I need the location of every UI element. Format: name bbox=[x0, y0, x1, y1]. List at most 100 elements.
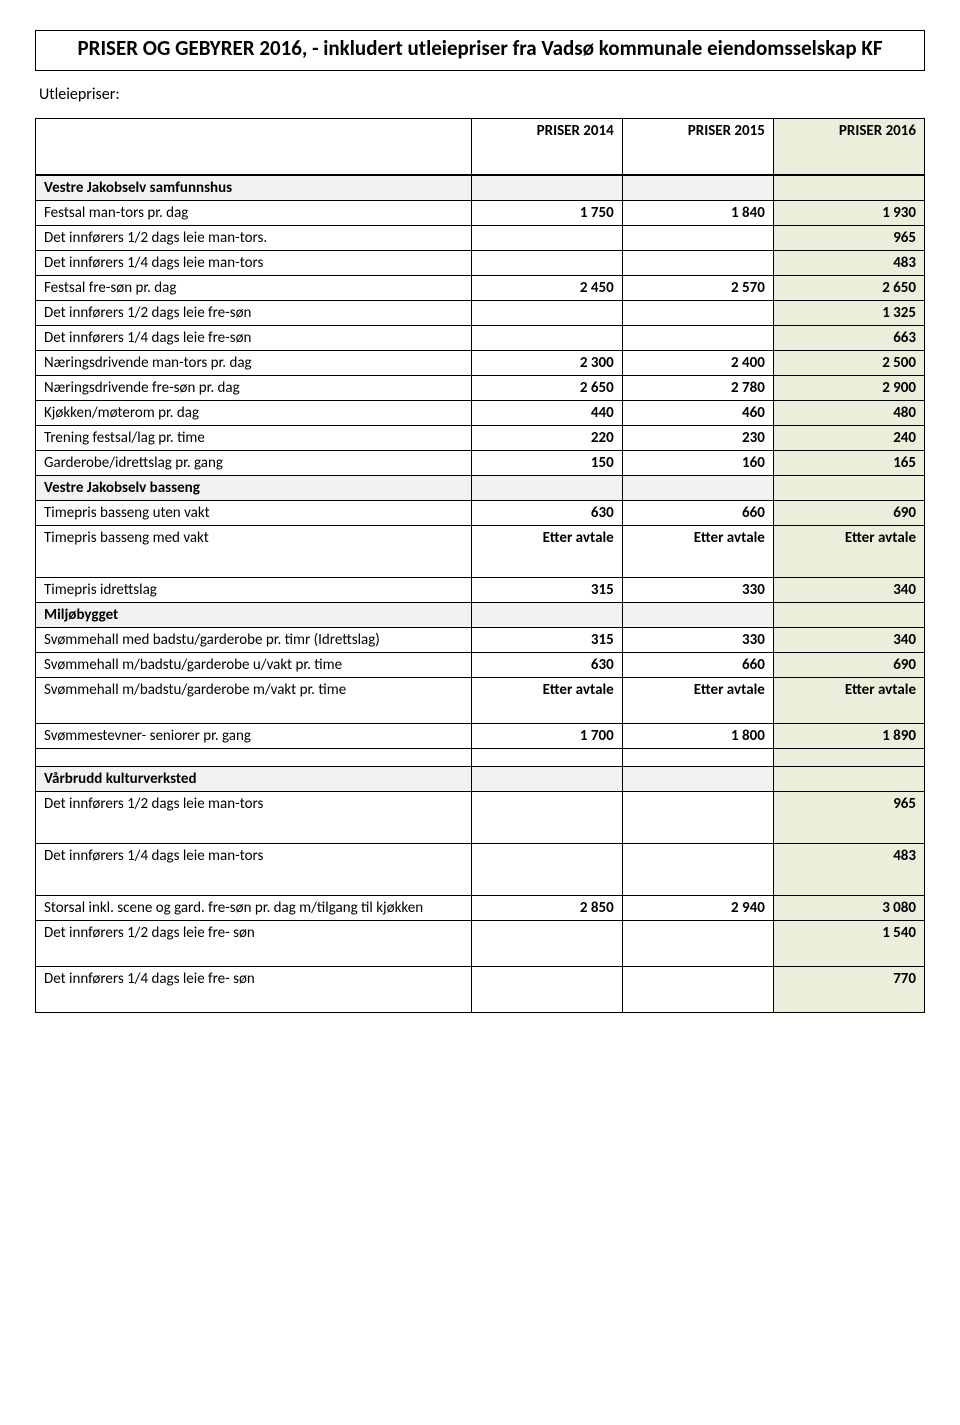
row-label: Festsal man-tors pr. dag bbox=[36, 200, 472, 225]
cell-y2016: 2 900 bbox=[773, 375, 924, 400]
cell-y2016: 3 080 bbox=[773, 895, 924, 920]
section-label: Vestre Jakobselv basseng bbox=[36, 475, 472, 500]
cell-y2014: 2 450 bbox=[471, 275, 622, 300]
table-row: Det innførers 1/2 dags leie man-tors. 965 bbox=[36, 225, 925, 250]
cell bbox=[773, 766, 924, 791]
table-row: Timepris idrettslag315330340 bbox=[36, 577, 925, 602]
cell-y2016: 340 bbox=[773, 577, 924, 602]
cell-y2015 bbox=[622, 225, 773, 250]
cell-y2015: 660 bbox=[622, 500, 773, 525]
table-row: Vestre Jakobselv samfunnshus bbox=[36, 175, 925, 201]
cell-y2016: 690 bbox=[773, 652, 924, 677]
cell-y2014 bbox=[471, 843, 622, 895]
row-label: Svømmehall m/badstu/garderobe m/vakt pr.… bbox=[36, 677, 472, 723]
cell-y2014 bbox=[471, 225, 622, 250]
row-label: Det innførers 1/4 dags leie man-tors bbox=[36, 250, 472, 275]
cell-y2015: 1 800 bbox=[622, 723, 773, 748]
cell-y2015: 2 940 bbox=[622, 895, 773, 920]
cell-y2014: 220 bbox=[471, 425, 622, 450]
cell-y2015 bbox=[622, 300, 773, 325]
row-label: Timepris basseng uten vakt bbox=[36, 500, 472, 525]
cell-y2015: 230 bbox=[622, 425, 773, 450]
cell-y2014: 2 850 bbox=[471, 895, 622, 920]
cell bbox=[471, 748, 622, 766]
cell-y2015 bbox=[622, 843, 773, 895]
row-label: Storsal inkl. scene og gard. fre-søn pr.… bbox=[36, 895, 472, 920]
cell bbox=[622, 475, 773, 500]
cell-y2014: 1 700 bbox=[471, 723, 622, 748]
cell-y2014 bbox=[471, 791, 622, 843]
table-row: Vestre Jakobselv basseng bbox=[36, 475, 925, 500]
cell bbox=[773, 475, 924, 500]
section-label: Miljøbygget bbox=[36, 602, 472, 627]
cell-y2016: 1 540 bbox=[773, 920, 924, 966]
cell-y2016: Etter avtale bbox=[773, 677, 924, 723]
cell-y2016: 2 500 bbox=[773, 350, 924, 375]
table-row: Svømmehall m/badstu/garderobe m/vakt pr.… bbox=[36, 677, 925, 723]
table-row: Det innførers 1/2 dags leie man-tors 965 bbox=[36, 791, 925, 843]
table-header-row: PRISER 2014 PRISER 2015 PRISER 2016 bbox=[36, 119, 925, 175]
cell bbox=[622, 602, 773, 627]
cell bbox=[471, 475, 622, 500]
cell-y2014: Etter avtale bbox=[471, 525, 622, 577]
row-label: Det innførers 1/2 dags leie man-tors bbox=[36, 791, 472, 843]
cell-y2016: 770 bbox=[773, 966, 924, 1012]
row-label: Garderobe/idrettslag pr. gang bbox=[36, 450, 472, 475]
row-label: Det innførers 1/2 dags leie man-tors. bbox=[36, 225, 472, 250]
page-title: PRISER OG GEBYRER 2016, - inkludert utle… bbox=[35, 30, 925, 71]
table-row: Trening festsal/lag pr. time220230240 bbox=[36, 425, 925, 450]
table-row: Det innførers 1/4 dags leie fre-søn663 bbox=[36, 325, 925, 350]
cell-y2014: 1 750 bbox=[471, 200, 622, 225]
cell-y2016: 483 bbox=[773, 843, 924, 895]
cell-y2016: 1 890 bbox=[773, 723, 924, 748]
cell bbox=[773, 175, 924, 201]
section-label: Vestre Jakobselv samfunnshus bbox=[36, 175, 472, 201]
table-row: Miljøbygget bbox=[36, 602, 925, 627]
cell bbox=[471, 175, 622, 201]
cell-y2015: Etter avtale bbox=[622, 525, 773, 577]
row-label: Timepris basseng med vakt bbox=[36, 525, 472, 577]
cell-y2014: 440 bbox=[471, 400, 622, 425]
cell-y2014 bbox=[471, 250, 622, 275]
header-2014: PRISER 2014 bbox=[471, 119, 622, 175]
cell-y2015: 2 400 bbox=[622, 350, 773, 375]
cell bbox=[622, 175, 773, 201]
section-label: Vårbrudd kulturverksted bbox=[36, 766, 472, 791]
cell-y2016: 690 bbox=[773, 500, 924, 525]
row-label: Det innførers 1/4 dags leie fre- søn bbox=[36, 966, 472, 1012]
cell-y2016: 965 bbox=[773, 225, 924, 250]
row-label: Næringsdrivende man-tors pr. dag bbox=[36, 350, 472, 375]
cell-y2014 bbox=[471, 325, 622, 350]
cell-y2014: 630 bbox=[471, 500, 622, 525]
table-row: Det innførers 1/2 dags leie fre- søn 1 54… bbox=[36, 920, 925, 966]
row-label: Det innførers 1/4 dags leie man-tors bbox=[36, 843, 472, 895]
cell-y2016: 240 bbox=[773, 425, 924, 450]
cell-y2014: 315 bbox=[471, 627, 622, 652]
cell-y2016: 483 bbox=[773, 250, 924, 275]
cell-y2015 bbox=[622, 250, 773, 275]
cell-y2016: 1 930 bbox=[773, 200, 924, 225]
table-row: Svømmehall med badstu/garderobe pr. timr… bbox=[36, 627, 925, 652]
price-table: PRISER 2014 PRISER 2015 PRISER 2016 Vest… bbox=[35, 118, 925, 1013]
cell-y2015 bbox=[622, 966, 773, 1012]
cell-y2015: 2 780 bbox=[622, 375, 773, 400]
cell-y2016: 663 bbox=[773, 325, 924, 350]
cell bbox=[471, 766, 622, 791]
table-row: Garderobe/idrettslag pr. gang150160165 bbox=[36, 450, 925, 475]
header-desc bbox=[36, 119, 472, 175]
cell-y2016: 965 bbox=[773, 791, 924, 843]
cell-y2014: 630 bbox=[471, 652, 622, 677]
cell bbox=[36, 748, 472, 766]
cell bbox=[622, 748, 773, 766]
row-label: Det innførers 1/2 dags leie fre- søn bbox=[36, 920, 472, 966]
cell-y2015 bbox=[622, 791, 773, 843]
cell-y2014: 2 650 bbox=[471, 375, 622, 400]
table-row: Festsal man-tors pr. dag1 7501 8401 930 bbox=[36, 200, 925, 225]
cell-y2014: 2 300 bbox=[471, 350, 622, 375]
table-row: Det innførers 1/4 dags leie fre- søn 770 bbox=[36, 966, 925, 1012]
cell-y2015 bbox=[622, 920, 773, 966]
cell-y2014 bbox=[471, 300, 622, 325]
cell-y2014 bbox=[471, 966, 622, 1012]
row-label: Trening festsal/lag pr. time bbox=[36, 425, 472, 450]
cell-y2015: 330 bbox=[622, 577, 773, 602]
